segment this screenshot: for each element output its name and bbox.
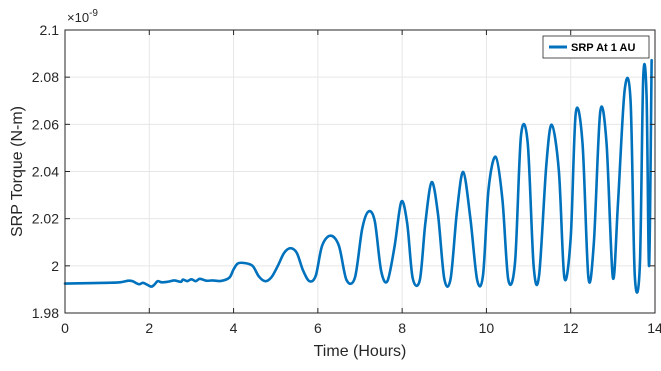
x-tick-label: 2 <box>145 320 153 336</box>
x-tick-label: 8 <box>398 320 406 336</box>
y-tick-label: 2 <box>51 258 59 274</box>
y-tick-label: 2.1 <box>40 22 60 38</box>
legend-entry-label: SRP At 1 AU <box>571 42 635 54</box>
y-axis-label: SRP Torque (N-m) <box>9 106 26 237</box>
y-axis-exponent: ×10-9 <box>67 8 98 25</box>
y-tick-label: 2.08 <box>32 69 59 85</box>
y-tick-label: 2.06 <box>32 116 59 132</box>
x-axis-label: Time (Hours) <box>314 343 407 360</box>
y-tick-label: 2.04 <box>32 164 59 180</box>
legend: SRP At 1 AU <box>542 35 650 59</box>
x-tick-label: 4 <box>230 320 238 336</box>
x-tick-label: 12 <box>563 320 579 336</box>
axis-ticks <box>64 29 656 314</box>
x-tick-label: 14 <box>647 320 661 336</box>
y-tick-label: 2.02 <box>32 211 59 227</box>
y-tick-label: 1.98 <box>32 305 59 321</box>
x-tick-label: 6 <box>314 320 322 336</box>
series-line-0 <box>63 58 653 294</box>
legend-box <box>542 35 650 59</box>
x-tick-label: 10 <box>479 320 495 336</box>
series-layer <box>63 58 653 294</box>
axis-labels: 0 2 4 6 8 10 12 14 1.98 2 2.02 2.04 2.06 2.08 2.1 <box>32 22 661 336</box>
x-tick-label: 0 <box>61 320 69 336</box>
